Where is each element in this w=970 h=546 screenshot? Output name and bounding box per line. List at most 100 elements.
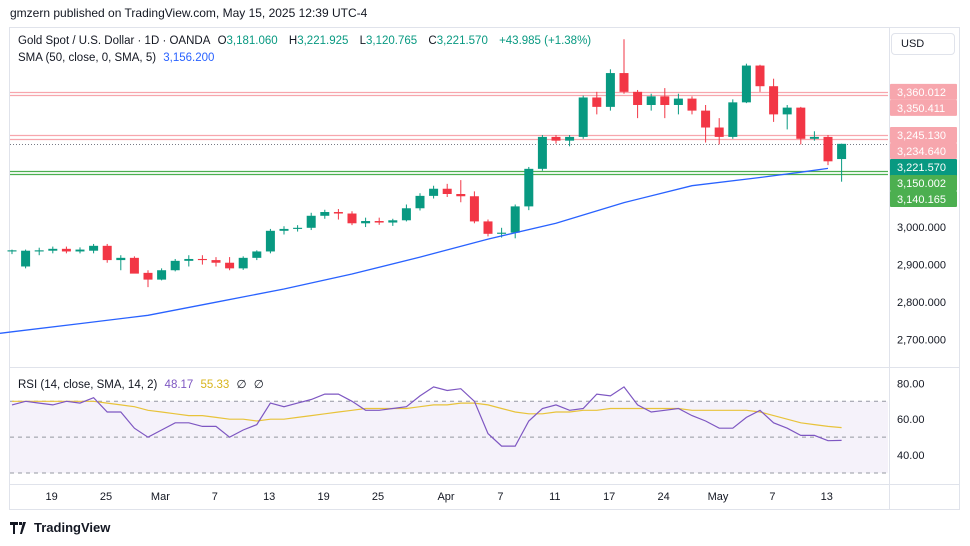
legend-low-label: L	[359, 35, 366, 47]
candle-body	[701, 110, 711, 128]
time-tick-label: 7	[212, 491, 218, 503]
candle-body	[61, 248, 71, 252]
candle-body	[279, 228, 289, 231]
candle-body	[157, 270, 167, 280]
candle-body	[741, 65, 751, 103]
candle-body	[238, 257, 248, 269]
rsi-sma-line	[12, 400, 842, 429]
legend-high-label: H	[288, 35, 298, 47]
candle-body	[306, 215, 316, 228]
candle-body	[429, 188, 439, 196]
sma-legend: SMA (50, close, 0, SMA, 5) 3,156.200	[18, 52, 218, 64]
publisher-line: gmzern published on TradingView.com, May…	[10, 6, 368, 20]
candle-body	[347, 213, 357, 224]
candle-body	[660, 96, 670, 105]
price-badge	[890, 142, 957, 159]
price-badge-label: 3,360.012	[897, 87, 946, 99]
brand-name: TradingView	[34, 520, 111, 535]
candle-body	[211, 260, 221, 263]
time-tick-label: 11	[549, 491, 560, 503]
tradingview-logo-icon	[10, 521, 26, 534]
candle-body	[333, 212, 343, 214]
legend-change: +43.985 (+1.38%)	[499, 35, 592, 47]
candle-body	[537, 136, 547, 169]
time-tick-label: 19	[45, 491, 57, 503]
candle-body	[361, 221, 371, 224]
price-badge	[890, 99, 957, 116]
sma-label[interactable]: SMA (50, close, 0, SMA, 5)	[18, 52, 157, 64]
legend-open: 3,181.060	[226, 35, 278, 47]
sma-value: 3,156.200	[163, 52, 215, 64]
candle-body	[48, 248, 58, 251]
legend-high: 3,221.925	[297, 35, 349, 47]
candle-body	[129, 257, 139, 274]
candle-body	[89, 245, 99, 251]
candle-body	[21, 250, 31, 267]
rsi-sma-value: 55.33	[200, 379, 230, 391]
rsi-extra-1: ∅	[236, 379, 247, 391]
price-tick-label: 2,800.000	[897, 297, 946, 309]
legend-open-label: O	[217, 35, 227, 47]
candle-body	[823, 136, 833, 162]
legend-close-label: C	[428, 35, 437, 47]
rsi-tick-label: 80.00	[897, 378, 925, 390]
candle-body	[415, 195, 425, 209]
candle-body	[265, 230, 275, 252]
candle-body	[619, 73, 629, 92]
candle-body	[578, 97, 588, 137]
price-badge	[890, 174, 957, 191]
rsi-value: 48.17	[164, 379, 194, 391]
legend-symbol[interactable]: Gold Spot / U.S. Dollar · 1D · OANDA	[18, 35, 211, 47]
candle-body	[143, 272, 153, 280]
price-badge-label: 3,150.002	[897, 178, 946, 190]
candle-body	[796, 107, 806, 139]
candle-body	[225, 262, 235, 269]
currency-button[interactable]: USD	[891, 33, 955, 55]
chart-frame	[9, 27, 960, 510]
price-badge-label: 3,245.130	[897, 130, 946, 142]
price-badge	[890, 190, 957, 207]
candle-body	[769, 86, 779, 115]
candle-body	[102, 245, 112, 261]
candle-body	[782, 107, 792, 115]
candle-body	[483, 221, 493, 234]
rsi-legend: RSI (14, close, SMA, 14, 2) 48.17 55.33 …	[18, 377, 268, 391]
candle-body	[497, 232, 507, 234]
main-legend: Gold Spot / U.S. Dollar · 1D · OANDA O3,…	[18, 35, 595, 47]
price-badge-label: 3,350.411	[897, 103, 945, 115]
candle-body	[605, 73, 615, 107]
candle-body	[565, 136, 575, 141]
rsi-extra-2: ∅	[253, 379, 264, 391]
candle-body	[320, 212, 330, 216]
candle-body	[116, 257, 126, 261]
candle-body	[755, 65, 765, 87]
rsi-line	[11, 386, 842, 447]
candle-body	[7, 250, 17, 252]
price-tick-label: 2,700.000	[897, 335, 946, 347]
price-tick-label: 2,900.000	[897, 260, 946, 272]
time-tick-label: 13	[263, 491, 275, 503]
candle-body	[374, 221, 384, 223]
candle-body	[184, 258, 194, 261]
time-tick-label: 7	[769, 491, 775, 503]
legend-low: 3,120.765	[366, 35, 418, 47]
price-badge-label: 3,140.165	[897, 194, 946, 206]
rsi-label[interactable]: RSI (14, close, SMA, 14, 2)	[18, 379, 158, 391]
candle-body	[293, 227, 303, 229]
candle-body	[837, 143, 847, 160]
price-badge-label: 3,234.640	[897, 146, 946, 158]
rsi-tick-label: 40.00	[897, 450, 925, 462]
candle-body	[469, 196, 479, 222]
sma-line	[0, 167, 829, 334]
time-tick-label: May	[708, 491, 729, 503]
time-tick-label: 7	[497, 491, 503, 503]
candle-body	[673, 98, 683, 105]
candle-body	[197, 258, 207, 261]
time-tick-label: Mar	[151, 491, 170, 503]
price-tick-label: 3,000.000	[897, 222, 946, 234]
time-tick-label: 19	[317, 491, 329, 503]
candle-body	[75, 249, 85, 252]
candle-body	[170, 260, 180, 271]
time-tick-label: 25	[100, 491, 112, 503]
